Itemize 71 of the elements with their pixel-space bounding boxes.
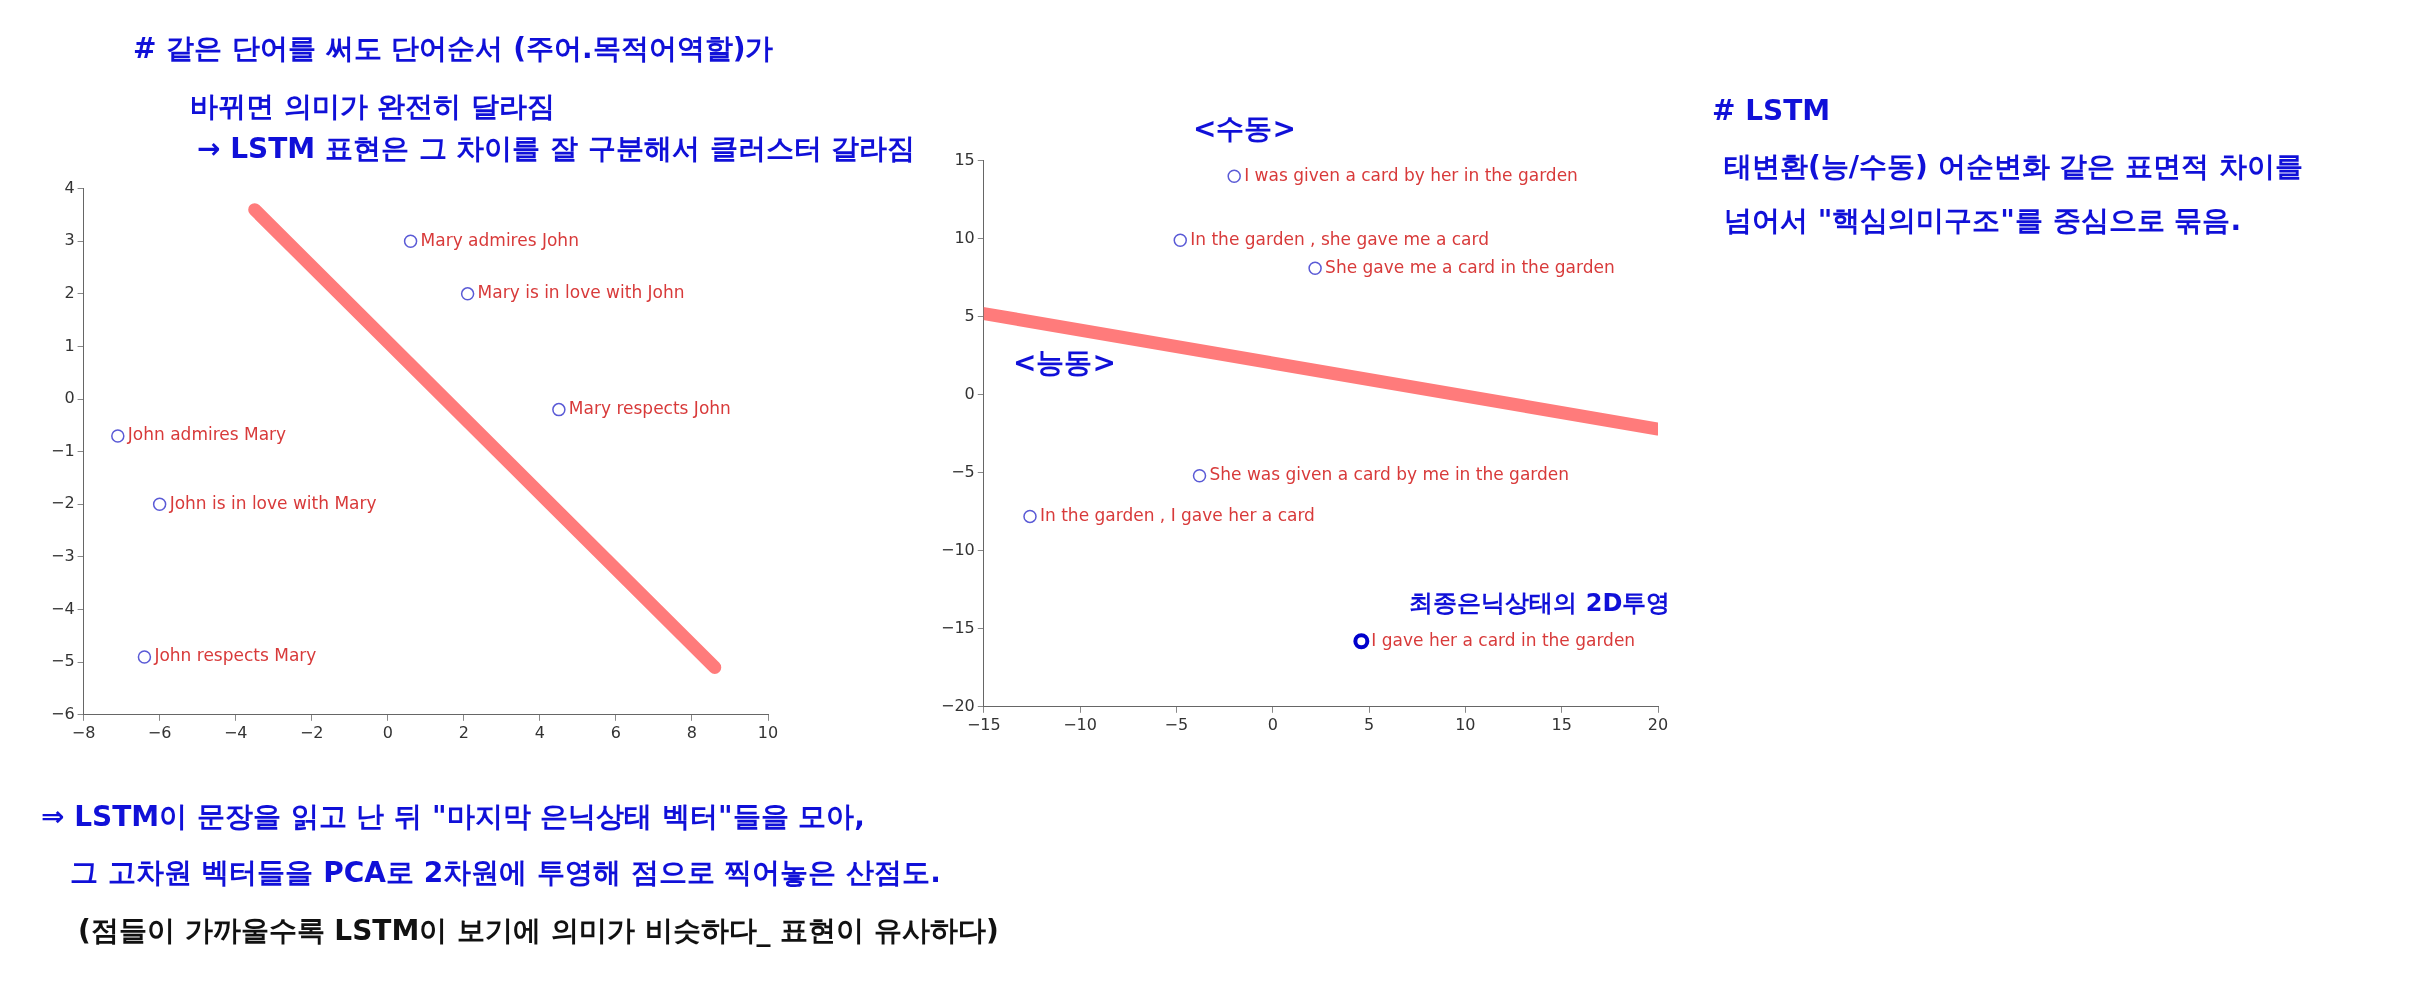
text: ⇒ LSTM이 문장을 읽고 난 뒤 "마지막 은닉상태 벡터"들을 모아, (41, 799, 865, 835)
point (552, 402, 566, 417)
series-label: In the garden , she gave me a card (1190, 228, 1490, 249)
series-label: John respects Mary (153, 645, 317, 666)
x-tick-label: 15 (1551, 714, 1572, 734)
point (152, 497, 167, 512)
series-label: Mary respects John (568, 398, 731, 419)
text: 그 고차원 벡터들을 PCA로 2차원에 투영해 점으로 찍어놓은 산점도. (70, 855, 941, 891)
point (1192, 469, 1207, 483)
y-tick-label: −5 (951, 461, 975, 481)
y-tick-label: 10 (954, 227, 975, 247)
point (403, 234, 418, 248)
x-tick-label: −8 (71, 722, 96, 742)
series-label: She gave me a card in the garden (1325, 256, 1615, 277)
y-tick-label: 3 (64, 230, 75, 250)
x-tick-label: −4 (223, 722, 248, 742)
y-tick-label: −1 (50, 440, 75, 460)
series-label: Mary is in love with John (477, 282, 685, 303)
x-tick-label: −5 (1164, 714, 1189, 734)
x-tick-label: −6 (147, 722, 172, 742)
text: (점들이 가까울수록 LSTM이 보기에 의미가 비슷하다_ 표현이 유사하다) (78, 913, 999, 949)
y-tick-label: −20 (941, 695, 975, 715)
text: # 같은 단어를 써도 단어순서 (주어.목적어역할)가 (133, 31, 774, 67)
x-tick-label: 6 (610, 722, 621, 742)
y-tick-label: 0 (64, 388, 75, 408)
y-tick-label: 1 (64, 335, 75, 355)
x-tick-label: −10 (1063, 714, 1097, 734)
x-tick-label: 4 (534, 722, 545, 742)
x-tick-label: 0 (382, 722, 393, 742)
series-label: In the garden , I gave her a card (1040, 504, 1315, 525)
x-tick-label: 0 (1267, 714, 1278, 734)
series-label: John is in love with Mary (168, 492, 377, 513)
y-tick-label: −3 (50, 546, 75, 566)
x-tick-label: 10 (1455, 714, 1476, 734)
y-tick-label: 15 (954, 149, 975, 169)
y-tick-label: 0 (964, 383, 975, 403)
y-tick-label: −10 (941, 539, 975, 559)
y-tick-label: −2 (50, 493, 75, 513)
y-tick-label: −15 (941, 617, 975, 637)
y-tick-label: 4 (64, 177, 75, 197)
text: <수동> (1193, 111, 1296, 147)
text: 넘어서 "핵심의미구조"를 중심으로 묶음. (1724, 203, 2242, 239)
text: 바뀌면 의미가 완전히 달라짐 (190, 89, 556, 125)
annotation: 최종은닉상태의 2D투영 (1409, 589, 1671, 618)
series-label: John admires Mary (126, 424, 287, 445)
point (1353, 633, 1370, 650)
series-label: Mary admires John (420, 229, 579, 250)
x-tick-label: −2 (299, 722, 324, 742)
y-tick-label: 2 (64, 283, 75, 302)
series-label: I was given a card by her in the garden (1244, 164, 1578, 185)
x-tick-label: 2 (458, 722, 469, 742)
point (1308, 261, 1322, 276)
text: # LSTM (1712, 94, 1831, 127)
x-tick-label: 10 (757, 722, 779, 742)
series-label: I gave her a card in the garden (1371, 629, 1636, 650)
series-label: She was given a card by me in the garden (1209, 464, 1570, 485)
text: → LSTM 표현은 그 차이를 잘 구분해서 클러스터 갈라짐 (197, 131, 916, 167)
x-tick-label: 20 (1647, 714, 1669, 734)
point (1227, 169, 1241, 183)
annotation: <능동> (1013, 345, 1116, 381)
text: 태변환(능/수동) 어순변화 같은 표면적 차이를 (1724, 149, 2303, 185)
y-tick-label: 5 (964, 305, 975, 325)
point (460, 287, 475, 301)
y-tick-label: −4 (50, 598, 75, 618)
point (137, 650, 152, 664)
x-tick-label: 5 (1363, 714, 1375, 734)
x-tick-label: 8 (686, 722, 698, 742)
y-tick-label: −5 (50, 651, 75, 671)
point (1173, 233, 1188, 247)
point (111, 429, 125, 443)
point (1023, 509, 1037, 524)
